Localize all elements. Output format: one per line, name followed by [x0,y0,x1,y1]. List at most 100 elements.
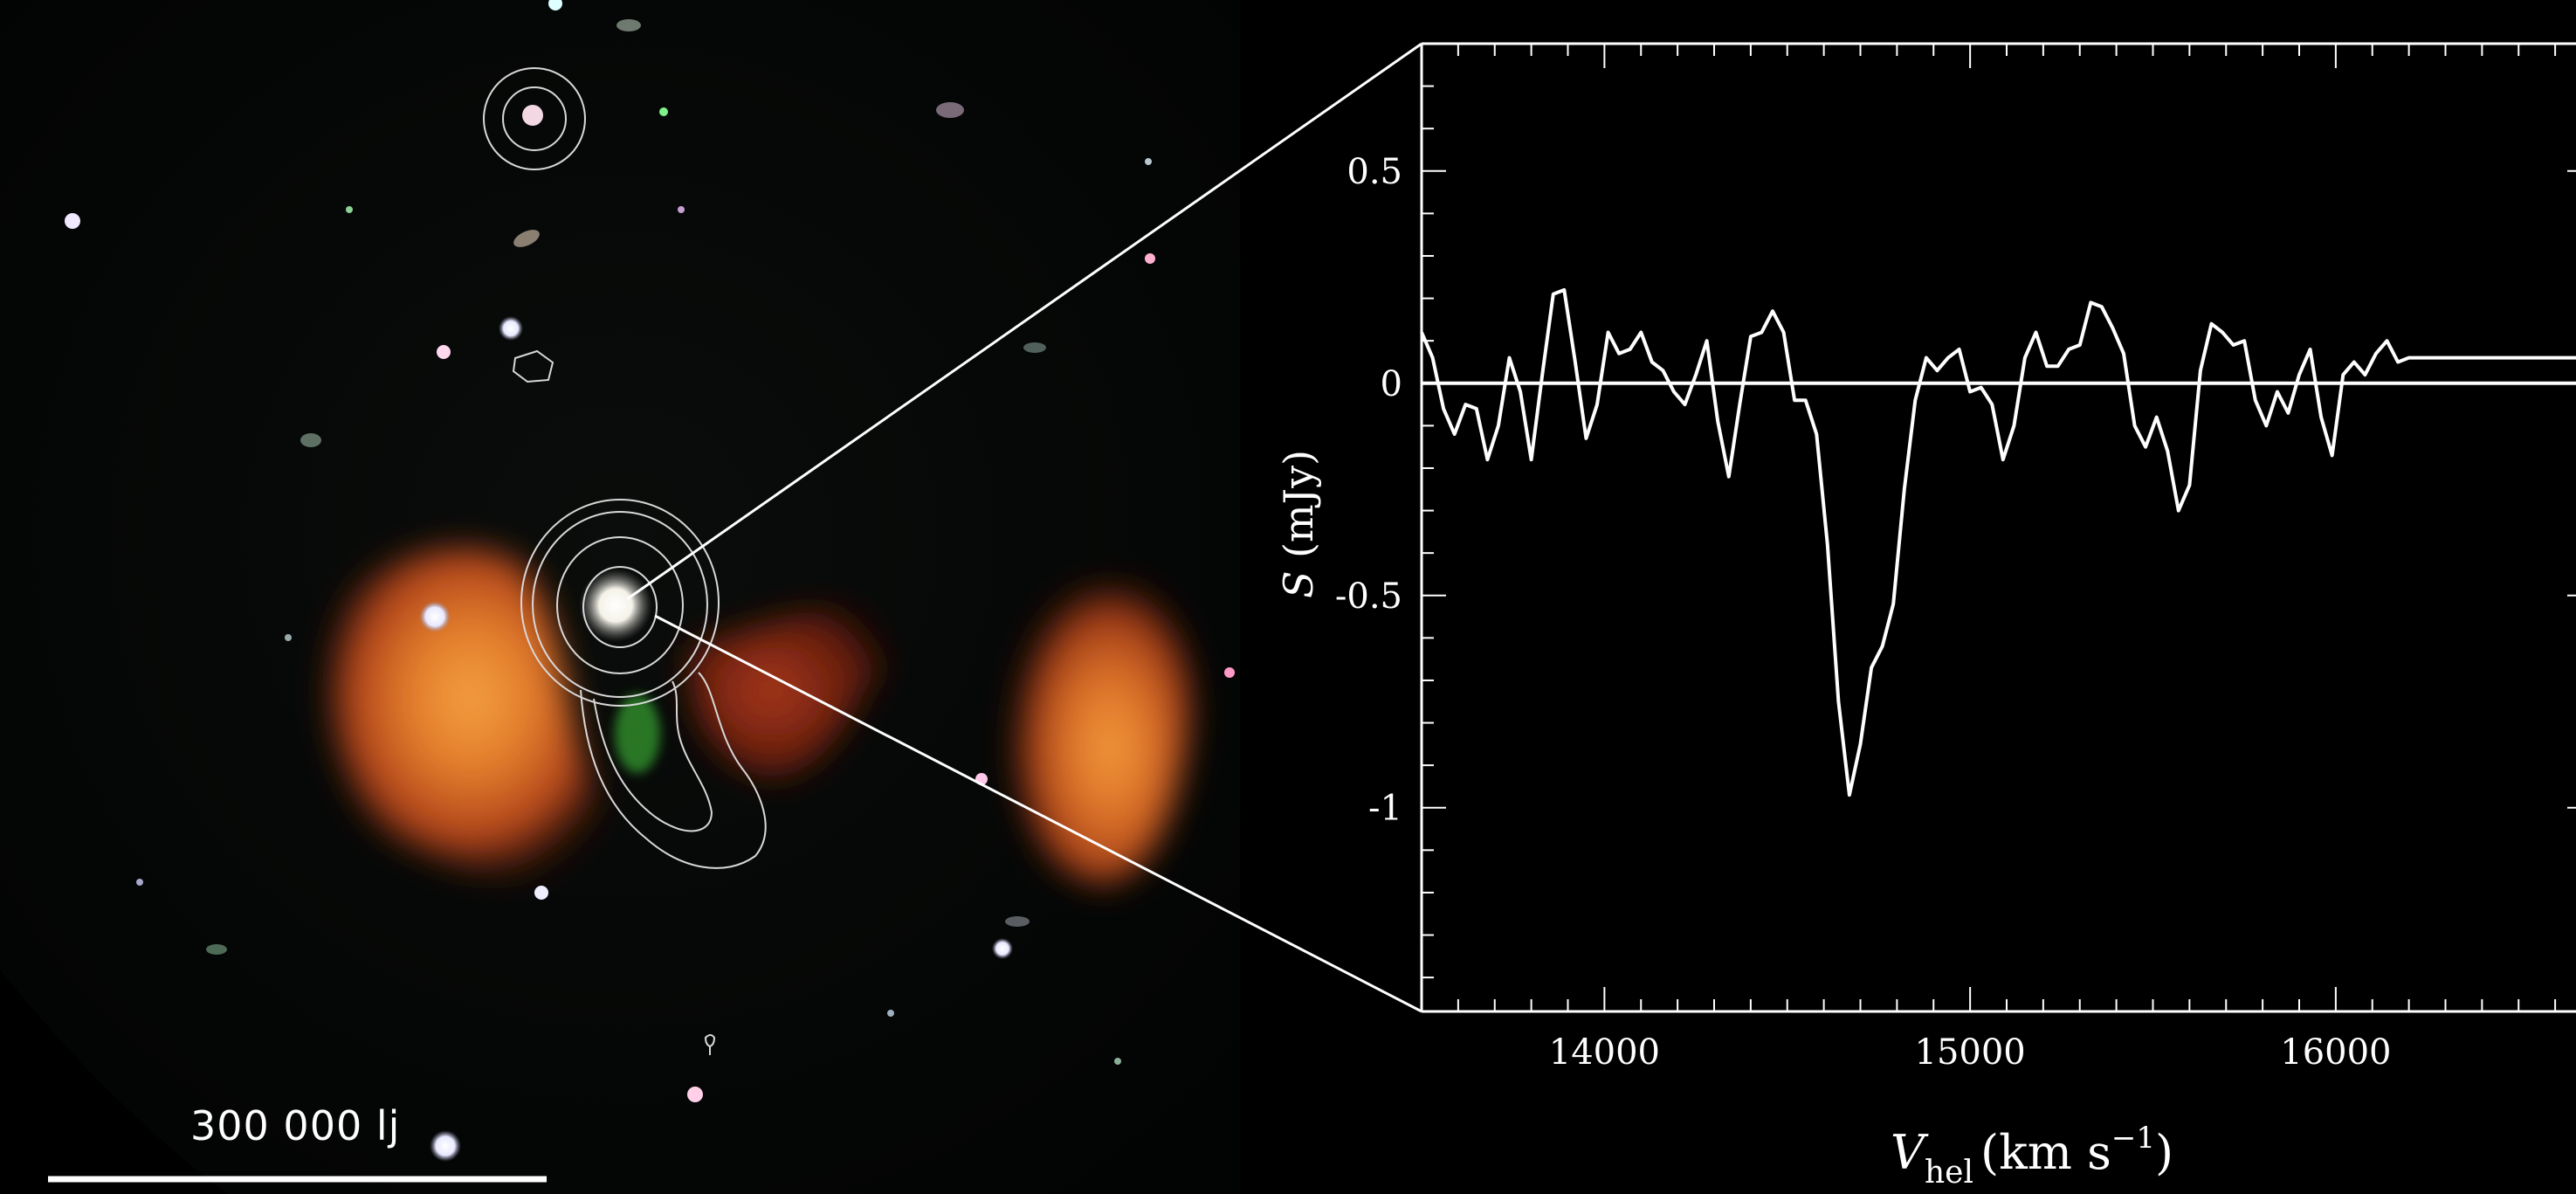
data-point [2297,373,2301,376]
data-point [2386,339,2388,342]
data-point [1870,666,1873,669]
data-point [1859,742,1862,746]
data-point [1815,432,1818,436]
data-point [1519,390,1522,393]
contour [704,1034,716,1055]
galaxy [206,944,227,955]
data-point [2242,339,2246,342]
data-point [1684,403,1686,406]
data-point [2407,356,2411,360]
data-point [1453,432,1457,436]
data-point [2187,483,2191,487]
star [887,1010,894,1017]
data-point [1475,407,1478,411]
data-point [1958,348,1961,351]
contour [582,566,658,648]
star [992,938,1013,959]
zoom-line-top [626,42,1422,601]
data-point [2122,352,2125,355]
data-point [1727,475,1731,479]
data-point [2506,356,2510,360]
data-point [1925,356,1928,360]
data-point [2528,356,2531,360]
plot-tick-labels: 14000 15000 16000 0.5 0 -0.5 -1 [1335,152,2392,1073]
radio-lobe-west-shape [327,547,614,883]
data-point [2254,398,2257,402]
radio-jet-bridge-shape [688,603,896,779]
star-field [65,0,1235,1162]
data-point [2001,458,2005,461]
contour [483,67,586,170]
galaxy [300,433,321,447]
data-point [1848,793,1851,797]
galaxy [616,19,641,31]
data-point [2561,356,2564,360]
star [136,879,143,886]
data-point [1442,407,1445,411]
star [346,206,353,213]
scale-bar-label: 300 000 lj [190,1102,401,1149]
data-point [2221,331,2224,334]
zoom-lines [626,42,1422,1013]
galaxy [1023,342,1046,353]
galaxy-core [579,569,652,642]
data-point [1968,390,1972,393]
galaxy [936,102,964,118]
data-point [2451,356,2455,360]
data-point [2286,411,2290,415]
data-point [2100,305,2104,308]
data-point [1497,424,1500,427]
data-point [2418,356,2421,360]
star [499,316,523,341]
star [285,634,292,641]
data-point [1804,398,1808,402]
y-tick-label: 0.5 [1347,152,1402,192]
data-point [2374,352,2378,355]
data-point [2352,361,2356,363]
data-point [2023,356,2027,360]
star [687,1087,703,1102]
data-point [2111,327,2114,330]
series-points [1420,288,2575,797]
data-point [2144,445,2147,449]
data-point [2133,424,2137,427]
data-point [1420,331,1423,334]
data-point [1530,458,1533,461]
data-point [1650,361,1654,363]
radio-lobe-west [327,547,614,883]
contour [532,511,708,698]
x-axis-label: Vhel (km s−1) [1891,1121,2173,1191]
data-point [1881,645,1884,648]
star [419,601,451,632]
data-point [2495,356,2498,360]
contour [593,680,713,832]
hi-spectrum-panel: 14000 15000 16000 0.5 0 -0.5 -1 S (mJy) Vhel (k… [1275,42,2576,1191]
plot-area [1422,44,2576,1011]
contour [556,536,684,674]
data-point [1836,700,1840,703]
data-point [1980,386,1983,390]
data-point [1935,369,1939,372]
data-point [2484,356,2488,360]
sky-image [0,0,1240,1194]
data-point [1431,356,1435,360]
x-tick-label: 16000 [2280,1032,2391,1073]
data-point [2078,343,2082,347]
data-point [1716,420,1719,423]
green-emission-blob [615,694,660,773]
data-point [2396,361,2400,363]
plot-ticks [1422,44,2576,1011]
data-point [1760,331,1763,334]
data-point [1508,356,1511,360]
y-axis-unit: (mJy) [1275,450,1322,571]
star [65,213,80,229]
contour [502,86,567,151]
star [1145,158,1152,165]
data-point [2166,450,2169,452]
hi-contours [483,67,767,1055]
data-point [1749,335,1753,338]
contour [580,672,767,869]
data-point [1540,373,1544,376]
x-tick-label: 15000 [1915,1032,2026,1073]
data-point [1562,288,1566,292]
